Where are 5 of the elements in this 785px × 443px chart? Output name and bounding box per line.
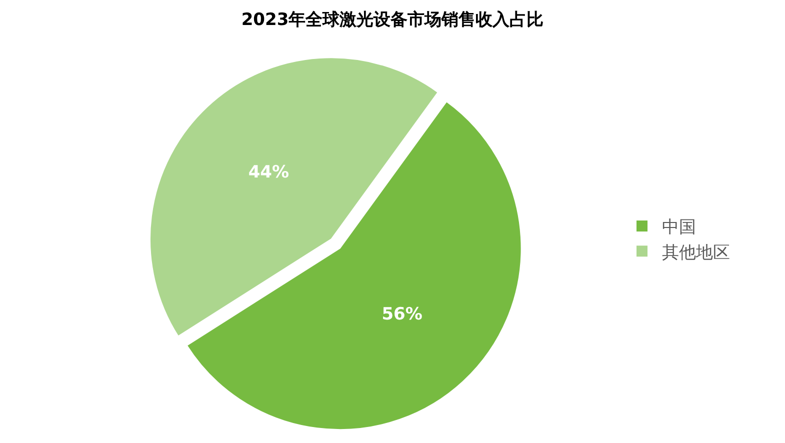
chart-title: 2023年全球激光设备市场销售收入占比 (241, 10, 544, 30)
legend-label: 其他地区 (662, 242, 730, 263)
legend-label: 中国 (662, 218, 696, 238)
data-label: 44% (248, 162, 290, 182)
data-label: 56% (382, 304, 422, 324)
